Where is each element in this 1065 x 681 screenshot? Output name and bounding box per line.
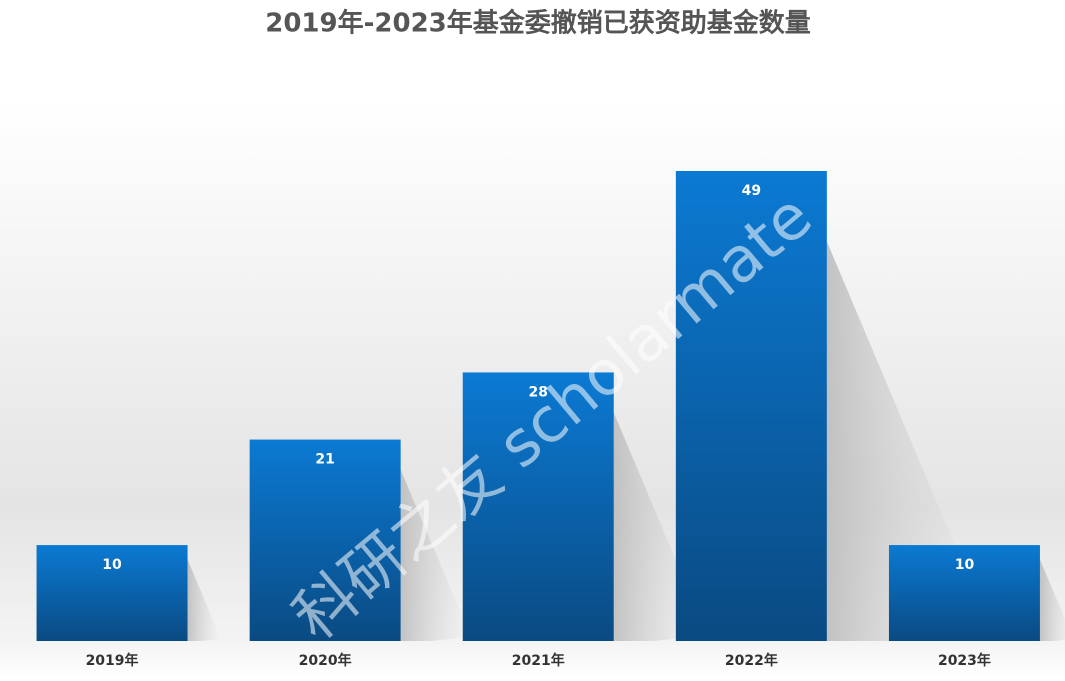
bar — [888, 545, 1040, 641]
x-tick-label: 2022年 — [725, 652, 778, 669]
bar-shadow — [826, 241, 992, 641]
data-label: 10 — [102, 557, 122, 573]
bar — [36, 545, 188, 641]
data-label: 49 — [742, 183, 761, 199]
bar-shadow — [187, 559, 222, 641]
bar — [249, 439, 401, 641]
data-label: 28 — [529, 384, 548, 400]
x-tick-label: 2019年 — [86, 652, 139, 669]
data-label: 10 — [955, 557, 975, 573]
chart-title: 2019年-2023年基金委撤销已获资助基金数量 — [265, 8, 811, 39]
x-tick-label: 2021年 — [512, 652, 565, 669]
bar-shadow — [1039, 559, 1065, 641]
x-tick-label: 2020年 — [299, 652, 352, 669]
x-tick-label: 2023年 — [938, 652, 991, 669]
bar — [462, 372, 614, 641]
bar-shadow — [400, 469, 472, 641]
data-label: 21 — [315, 452, 334, 468]
bar — [675, 171, 827, 641]
